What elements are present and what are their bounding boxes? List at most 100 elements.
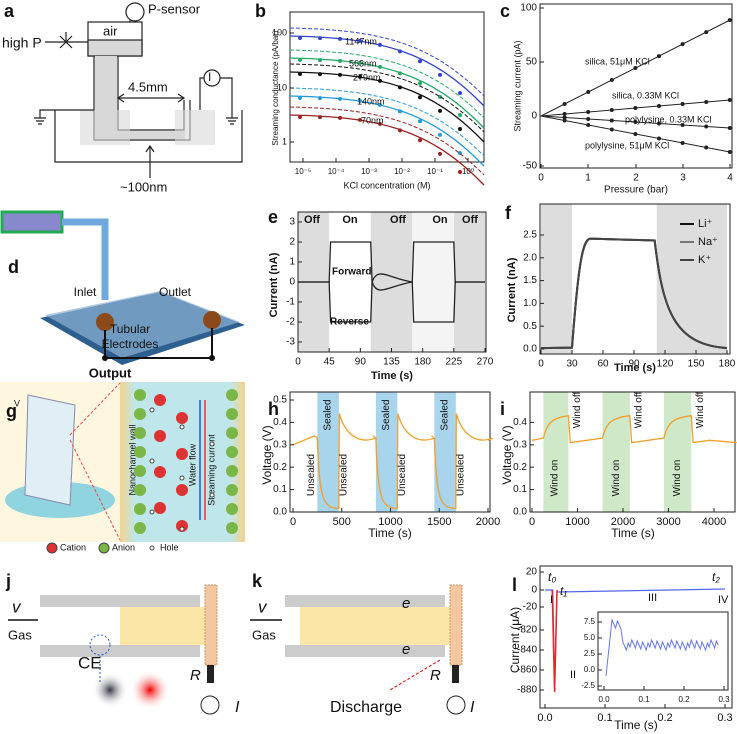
y-tick-label: 0.0 xyxy=(513,507,527,518)
marker xyxy=(298,96,302,100)
marker xyxy=(298,36,302,40)
x-tick-label: 90 xyxy=(628,359,640,370)
curve xyxy=(540,237,728,350)
y-tick-label: 2.5 xyxy=(584,649,596,658)
text: Electrodes xyxy=(102,337,159,351)
curve xyxy=(551,589,558,693)
x-tick-label: 0.3 xyxy=(717,712,732,724)
x-tick-label: 135 xyxy=(383,357,400,368)
curve xyxy=(292,413,494,510)
shade xyxy=(370,212,413,352)
hole xyxy=(179,526,185,532)
plot-frame xyxy=(539,203,731,355)
hole xyxy=(179,424,185,430)
axis-label: Time (s) xyxy=(614,362,656,374)
y-tick-label: -3 xyxy=(286,337,295,348)
anion xyxy=(134,446,146,458)
panel-label: g xyxy=(6,401,17,421)
x-tick-label: 0.0 xyxy=(537,712,552,724)
anion xyxy=(226,389,238,401)
state-label: Unsealed xyxy=(338,454,349,496)
curve xyxy=(289,35,485,107)
text: Reverse xyxy=(330,317,369,328)
text: Outlet xyxy=(159,285,192,299)
panel-label: e xyxy=(268,207,278,227)
anion xyxy=(226,408,238,420)
state-label: Sealed xyxy=(440,399,451,430)
x-tick-label: 0.1 xyxy=(638,695,650,704)
shade xyxy=(602,392,630,512)
y-tick-label: 100 xyxy=(520,3,537,14)
marker xyxy=(318,58,322,63)
marker-label: t₁ xyxy=(560,584,567,598)
marker xyxy=(704,30,709,35)
curve xyxy=(289,63,485,133)
y-tick-label: 0 xyxy=(289,277,295,288)
marker xyxy=(318,72,322,77)
axis-label: Time (s) xyxy=(368,526,412,540)
panel-label: j xyxy=(5,571,11,591)
marker-label: t₂ xyxy=(712,570,720,584)
text: Discharge xyxy=(330,699,402,716)
x-tick-label: 4000 xyxy=(702,516,726,528)
shade xyxy=(656,204,727,354)
x-tick-label: 10⁻⁵ xyxy=(295,167,311,176)
state-label: Off xyxy=(462,214,478,226)
marker xyxy=(318,36,322,41)
x-tick-label: 0 xyxy=(290,516,296,528)
state-label: Off xyxy=(304,214,320,226)
text: air xyxy=(103,23,118,38)
anion xyxy=(134,389,146,401)
axis-label: KCl concentration (M) xyxy=(343,180,430,190)
device-d xyxy=(0,210,245,365)
panel-label: f xyxy=(505,203,512,223)
curve-label: silica, 0.33M KCl xyxy=(612,90,679,100)
legend-entry: Hole xyxy=(160,542,179,552)
text: Gas xyxy=(8,627,32,642)
shade xyxy=(434,392,456,512)
axis-label: Time (s) xyxy=(611,526,655,540)
marker xyxy=(633,106,638,111)
y-tick-label: 0.5 xyxy=(523,321,537,332)
anion xyxy=(226,503,238,515)
y-tick-label: 0.3 xyxy=(513,439,527,450)
y-tick-label: -2.5 xyxy=(581,681,595,690)
curve-label: 1147nm xyxy=(345,36,377,46)
x-tick-label: 45 xyxy=(324,357,336,368)
marker xyxy=(358,117,362,122)
marker xyxy=(704,145,709,150)
shade xyxy=(541,204,572,354)
marker xyxy=(562,118,567,123)
text: Nanochannel wall xyxy=(127,424,137,495)
y-tick-label: 2.5 xyxy=(523,230,537,241)
x-tick-label: 120 xyxy=(657,359,674,370)
hole xyxy=(209,492,215,498)
y-tick-label: -860 xyxy=(517,665,537,676)
marker xyxy=(438,72,442,77)
marker xyxy=(680,42,685,47)
y-tick-label: 0.4 xyxy=(513,417,527,428)
state-label: Wind on xyxy=(611,460,622,497)
x-tick-label: 10⁰ xyxy=(462,167,474,176)
marker xyxy=(458,127,462,131)
hole xyxy=(149,458,155,464)
marker xyxy=(680,140,685,145)
x-tick-label: 0.1 xyxy=(597,712,612,724)
y-tick-label: 0.2 xyxy=(513,462,527,473)
cation xyxy=(154,430,166,442)
marker xyxy=(338,96,342,101)
y-tick-label: 2 xyxy=(289,237,295,248)
x-tick-label: 3 xyxy=(680,173,686,184)
legend-swatch xyxy=(98,542,110,554)
y-tick-label: 0.5 xyxy=(273,395,287,406)
phase-label: IV xyxy=(718,594,729,606)
text: Output xyxy=(89,365,132,380)
phase-label: I xyxy=(550,594,553,606)
y-tick-label: -880 xyxy=(517,685,537,696)
marker xyxy=(298,72,302,76)
state-label: Wind off xyxy=(572,392,583,429)
y-tick-label: 3 xyxy=(289,217,295,228)
hole xyxy=(149,407,155,413)
y-tick-label: 0.1 xyxy=(273,484,287,495)
curve xyxy=(289,95,485,167)
